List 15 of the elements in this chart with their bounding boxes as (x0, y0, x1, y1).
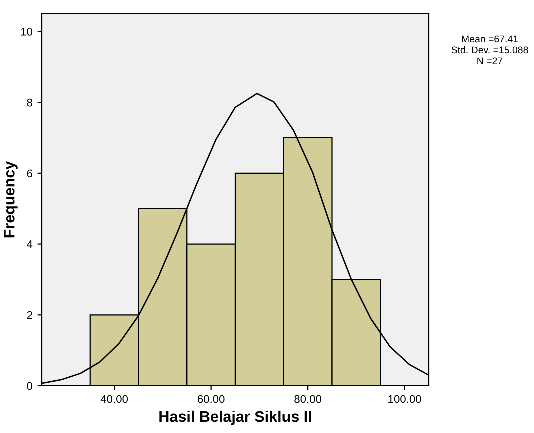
x-axis-title: Hasil Belajar Siklus II (160, 410, 312, 426)
y-axis-title: Frequency (4, 161, 18, 238)
y-tick-label: 0 (27, 382, 33, 390)
y-tick-label: 2 (27, 311, 32, 320)
y-tick-label: 6 (27, 170, 32, 178)
y-tick-label: 4 (27, 240, 33, 248)
y-tick-label: 8 (27, 98, 32, 107)
x-tick-label: 100.00 (388, 395, 422, 404)
text: N =27 (478, 58, 503, 65)
x-tick-label: 80.00 (294, 395, 322, 404)
text: Std. Dev. =15.088 (452, 46, 528, 54)
x-tick-label: 60.00 (198, 395, 225, 404)
x-tick-label: 40.00 (100, 395, 128, 404)
text: Mean =67.41 (462, 36, 518, 43)
y-tick-label: 10 (21, 28, 33, 36)
